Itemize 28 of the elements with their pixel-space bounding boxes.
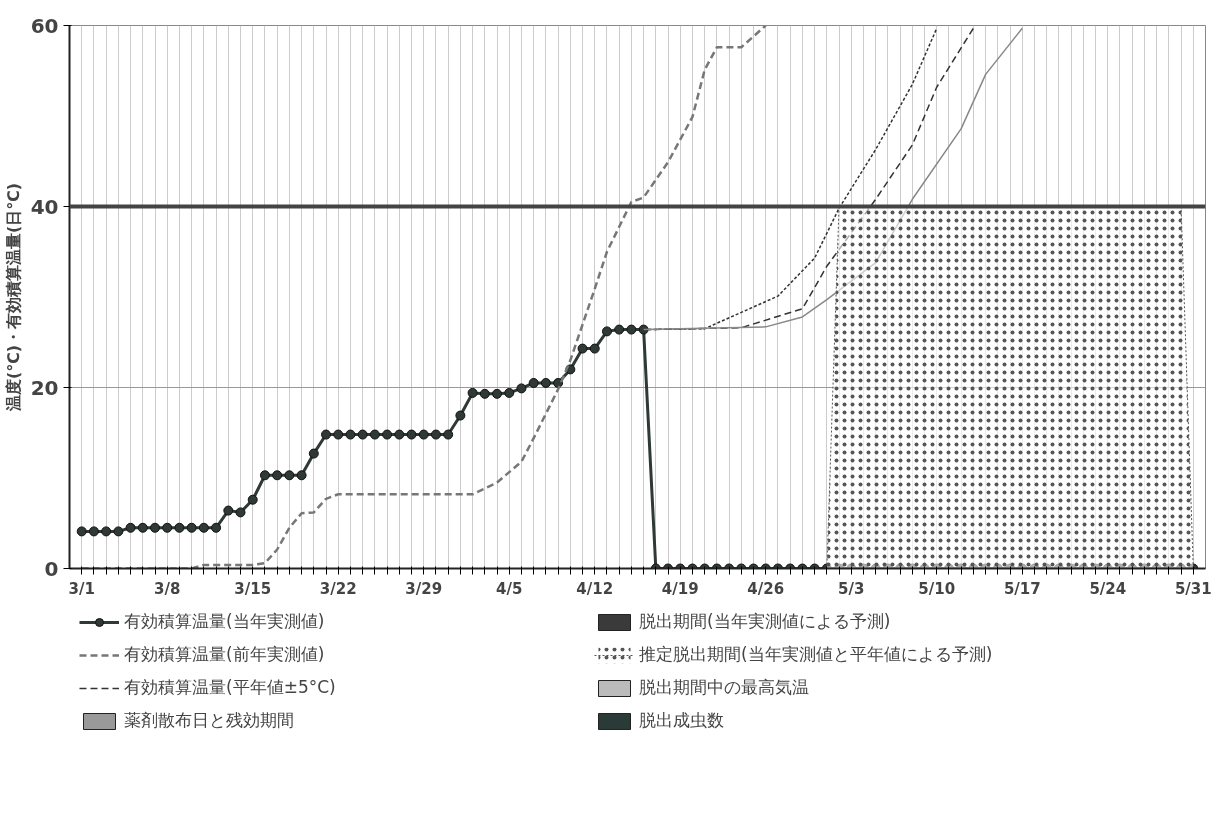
x-tick-label: 4/5 bbox=[496, 579, 523, 598]
x-tick-label: 4/12 bbox=[576, 579, 614, 598]
x-tick-label: 4/19 bbox=[661, 579, 699, 598]
x-tick-label: 3/15 bbox=[234, 579, 272, 598]
y-tick-label: 40 bbox=[30, 194, 59, 219]
legend-label: 推定脱出期間(当年実測値と平年値による予測) bbox=[639, 643, 994, 666]
x-tick-label: 4/26 bbox=[747, 579, 785, 598]
x-tick-label: 3/8 bbox=[154, 579, 181, 598]
y-tick-label: 60 bbox=[30, 13, 59, 38]
x-tick-label: 5/31 bbox=[1174, 579, 1212, 598]
x-tick-label: 5/24 bbox=[1089, 579, 1127, 598]
x-tick-label: 3/22 bbox=[319, 579, 357, 598]
y-tick-label: 0 bbox=[44, 556, 59, 581]
y-tick-label: 20 bbox=[30, 375, 59, 400]
legend-label: 脱出期間中の最高気温 bbox=[639, 676, 810, 699]
legend-label: 薬剤散布日と残効期間 bbox=[124, 709, 295, 732]
line-series bbox=[80, 25, 768, 569]
legend-label: 脱出期間(当年実測値による予測) bbox=[639, 610, 892, 633]
x-tick-label: 5/3 bbox=[838, 579, 865, 598]
y-axis-title: 温度(℃)・有効積算温量(日℃) bbox=[3, 183, 23, 412]
legend-label: 有効積算温量(前年実測値) bbox=[124, 643, 326, 666]
x-tick-label: 5/10 bbox=[918, 579, 956, 598]
x-tick-label: 3/1 bbox=[68, 579, 95, 598]
x-tick-label: 3/29 bbox=[405, 579, 443, 598]
x-tick-label: 5/17 bbox=[1003, 579, 1041, 598]
legend-label: 脱出成虫数 bbox=[639, 709, 725, 732]
legend-label: 有効積算温量(平年値±5°C) bbox=[124, 676, 337, 699]
legend-label: 有効積算温量(当年実測値) bbox=[124, 610, 326, 633]
